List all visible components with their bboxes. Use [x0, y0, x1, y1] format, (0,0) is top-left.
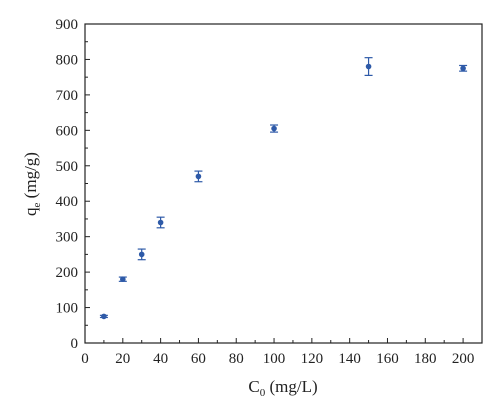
x-tick-label: 120: [301, 351, 324, 367]
y-tick-label: 400: [56, 194, 79, 210]
y-tick-label: 300: [56, 230, 79, 246]
data-point: [157, 219, 164, 226]
x-axis-title-unit: (mg/L): [265, 377, 317, 396]
x-axis-title: C0 (mg/L): [248, 377, 317, 399]
x-tick-label: 80: [229, 351, 244, 367]
y-tick-label: 800: [56, 52, 79, 68]
data-point-group: [137, 248, 146, 261]
ticks: 0 20 40 60 80 100 120 140 160 180 200 0 100 200 300 400…: [56, 17, 475, 367]
data-points: [99, 57, 468, 320]
y-tick-label: 500: [56, 159, 79, 175]
axes: [84, 23, 483, 344]
x-tick-label: 200: [452, 351, 475, 367]
data-point-group: [364, 57, 373, 76]
data-point-group: [118, 276, 127, 283]
x-tick-label: 60: [191, 351, 206, 367]
data-point: [101, 313, 107, 320]
x-tick-label: 20: [115, 351, 130, 367]
plot-frame: [84, 23, 483, 344]
y-axis-title-main: q: [21, 207, 40, 216]
y-axis-title: qe (mg/g): [21, 152, 43, 216]
x-tick-label: 180: [414, 351, 437, 367]
data-point: [365, 63, 372, 70]
y-tick-label: 100: [56, 301, 79, 317]
data-point-group: [270, 124, 279, 133]
x-tick-label: 140: [338, 351, 361, 367]
data-point: [138, 251, 145, 258]
y-tick-label: 0: [71, 336, 79, 352]
y-axis-title-subscript: e: [31, 202, 43, 207]
y-tick-label: 700: [56, 88, 79, 104]
y-axis-title-unit: (mg/g): [21, 152, 40, 203]
data-point: [271, 125, 277, 132]
data-point-group: [99, 313, 108, 320]
data-point: [195, 173, 202, 180]
x-tick-label: 100: [263, 351, 286, 367]
y-tick-label: 200: [56, 265, 79, 281]
data-point-group: [156, 216, 165, 229]
x-tick-label: 160: [376, 351, 399, 367]
y-tick-label: 600: [56, 123, 79, 139]
data-point-group: [459, 64, 468, 72]
data-point: [460, 65, 466, 72]
x-axis-title-main: C: [248, 377, 259, 396]
x-axis-title-subscript: 0: [260, 387, 266, 399]
x-tick-label: 40: [153, 351, 168, 367]
y-tick-label: 900: [56, 17, 79, 33]
data-point-group: [194, 170, 203, 183]
x-tick-label: 0: [81, 351, 89, 367]
data-point: [120, 276, 126, 283]
